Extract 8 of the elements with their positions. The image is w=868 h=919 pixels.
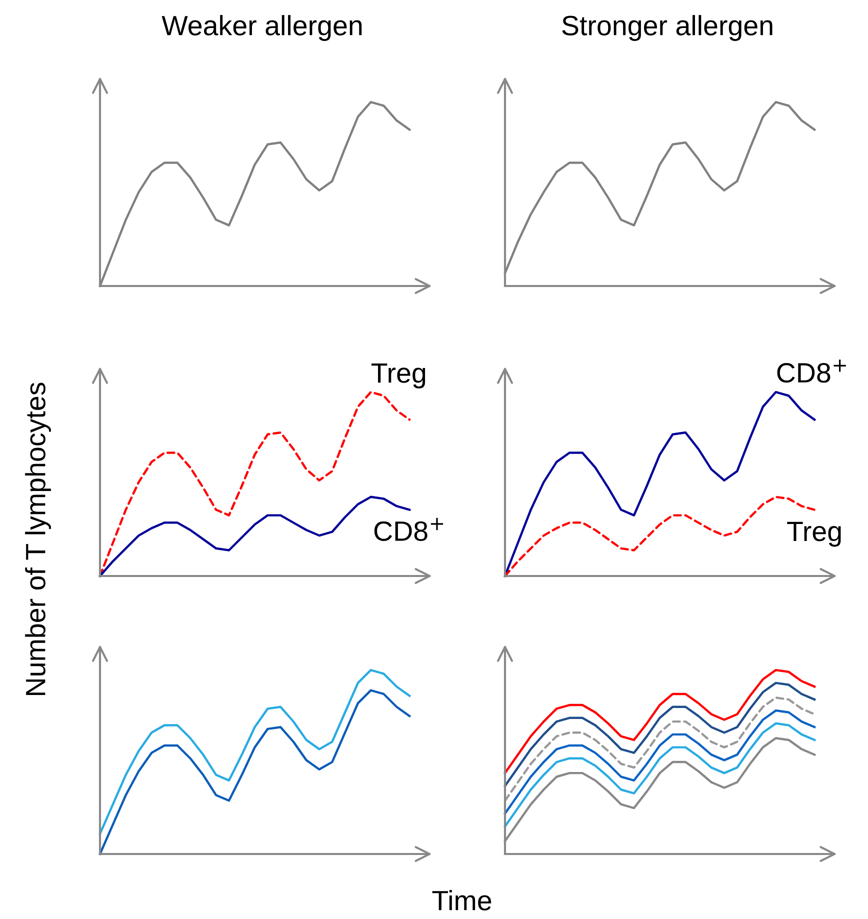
x-axis-title: Time [432,890,492,910]
y-axis-title: Number of T lymphocytes [25,382,51,695]
chart-title: Weaker allergen [162,15,362,41]
series-label: CD8$^{+}$ [777,360,846,383]
series-label: Treg [371,364,426,388]
series-label: Treg [787,522,841,547]
series-label: CD8$^{+}$ [374,518,444,541]
chart-title: Stronger allergen [562,15,772,41]
